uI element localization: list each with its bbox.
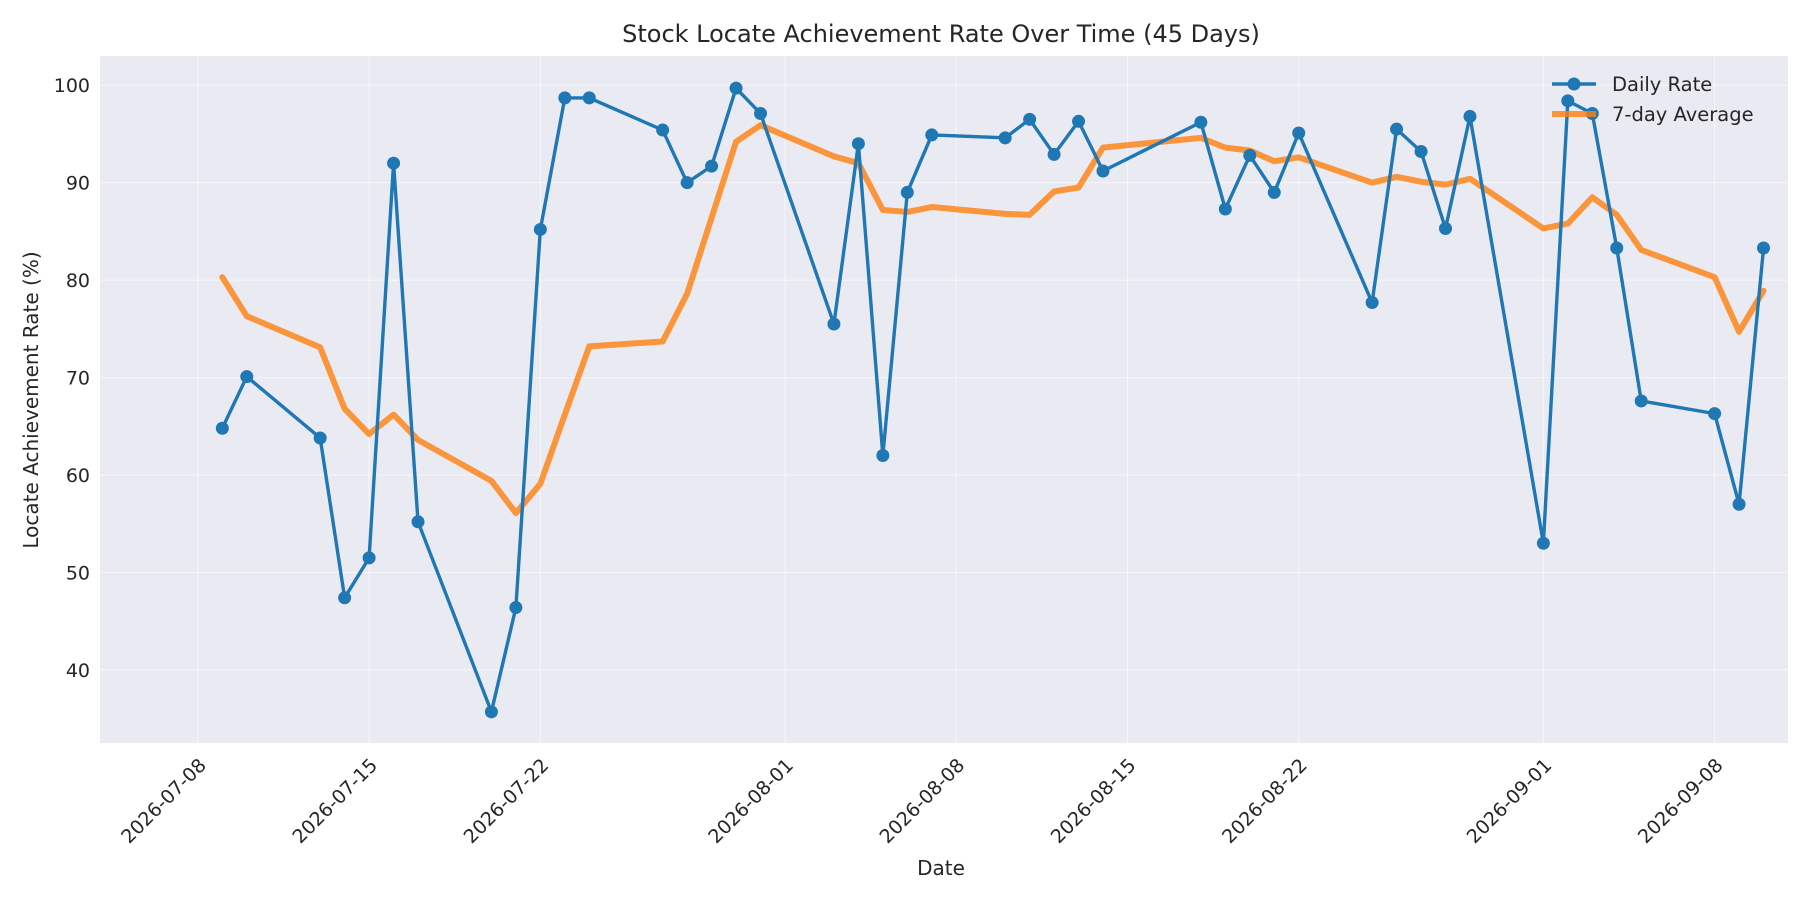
plot-area bbox=[100, 56, 1788, 743]
data-point-daily-rate bbox=[1610, 241, 1624, 255]
y-tick-label: 50 bbox=[66, 562, 90, 584]
data-point-daily-rate bbox=[1708, 407, 1722, 421]
y-tick-label: 90 bbox=[66, 173, 90, 195]
chart-title: Stock Locate Achievement Rate Over Time … bbox=[622, 20, 1260, 48]
y-tick-label: 70 bbox=[66, 368, 90, 390]
data-point-daily-rate bbox=[1243, 148, 1257, 162]
y-tick-label: 100 bbox=[54, 75, 90, 97]
data-point-daily-rate bbox=[558, 91, 572, 105]
data-point-daily-rate bbox=[680, 176, 694, 190]
x-tick-label: 2026-08-15 bbox=[1047, 754, 1141, 848]
data-point-daily-rate bbox=[582, 91, 596, 105]
x-tick-label: 2026-08-01 bbox=[704, 754, 798, 848]
grid bbox=[100, 56, 1788, 743]
data-point-daily-rate bbox=[484, 705, 498, 719]
data-point-daily-rate bbox=[900, 185, 914, 199]
x-tick-label: 2026-09-08 bbox=[1634, 754, 1728, 848]
x-axis: 2026-07-08 2026-07-15 2026-07-22 2026-08-01… bbox=[117, 754, 1727, 848]
data-point-daily-rate bbox=[827, 317, 841, 331]
y-axis: 40 50 60 70 80 90 100 bbox=[54, 75, 90, 682]
data-point-daily-rate bbox=[1267, 185, 1281, 199]
x-tick-label: 2026-07-15 bbox=[288, 754, 382, 848]
data-point-daily-rate bbox=[1218, 202, 1232, 216]
data-point-daily-rate bbox=[1390, 122, 1404, 136]
data-point-daily-rate bbox=[215, 421, 229, 435]
y-axis-title: Locate Achievement Rate (%) bbox=[19, 251, 43, 548]
x-axis-title: Date bbox=[917, 856, 965, 880]
data-point-daily-rate bbox=[1439, 221, 1453, 235]
data-point-daily-rate bbox=[1072, 114, 1086, 128]
data-point-daily-rate bbox=[1047, 147, 1061, 161]
data-point-daily-rate bbox=[1194, 115, 1208, 129]
data-point-daily-rate bbox=[1463, 109, 1477, 123]
data-point-daily-rate bbox=[656, 123, 670, 137]
x-tick-label: 2026-08-22 bbox=[1218, 754, 1312, 848]
data-point-daily-rate bbox=[1634, 394, 1648, 408]
data-point-daily-rate bbox=[313, 431, 327, 445]
data-point-daily-rate bbox=[338, 591, 352, 605]
data-point-daily-rate bbox=[729, 81, 743, 95]
y-tick-label: 40 bbox=[66, 660, 90, 682]
data-point-daily-rate bbox=[1561, 94, 1575, 108]
x-tick-label: 2026-07-08 bbox=[117, 754, 211, 848]
data-point-daily-rate bbox=[1292, 126, 1306, 140]
data-point-daily-rate bbox=[1536, 536, 1550, 550]
data-point-daily-rate bbox=[362, 551, 376, 565]
data-point-daily-rate bbox=[240, 370, 254, 384]
x-tick-label: 2026-09-01 bbox=[1463, 754, 1557, 848]
legend: Daily Rate 7-day Average bbox=[1552, 73, 1754, 126]
legend-label-daily-rate: Daily Rate bbox=[1612, 73, 1712, 96]
y-tick-label: 60 bbox=[66, 465, 90, 487]
data-point-daily-rate bbox=[705, 159, 719, 173]
data-point-daily-rate bbox=[533, 222, 547, 236]
legend-marker-daily-rate bbox=[1567, 77, 1581, 91]
data-point-daily-rate bbox=[998, 131, 1012, 145]
data-point-daily-rate bbox=[411, 515, 425, 529]
data-point-daily-rate bbox=[1023, 112, 1037, 126]
data-point-daily-rate bbox=[851, 137, 865, 151]
data-point-daily-rate bbox=[1732, 497, 1746, 511]
series-line-7-day-average bbox=[219, 122, 1767, 517]
x-tick-label: 2026-07-22 bbox=[460, 754, 554, 848]
data-point-daily-rate bbox=[387, 156, 401, 170]
series-layer bbox=[215, 81, 1771, 719]
data-point-daily-rate bbox=[925, 128, 939, 142]
y-tick-label: 80 bbox=[66, 270, 90, 292]
data-point-daily-rate bbox=[754, 106, 768, 120]
data-point-daily-rate bbox=[1414, 144, 1428, 158]
data-point-daily-rate bbox=[1757, 241, 1771, 255]
data-point-daily-rate bbox=[509, 601, 523, 615]
legend-label-7-day-average: 7-day Average bbox=[1612, 103, 1754, 126]
x-tick-label: 2026-08-08 bbox=[876, 754, 970, 848]
data-point-daily-rate bbox=[1365, 296, 1379, 310]
data-point-daily-rate bbox=[876, 449, 890, 463]
data-point-daily-rate bbox=[1096, 164, 1110, 178]
